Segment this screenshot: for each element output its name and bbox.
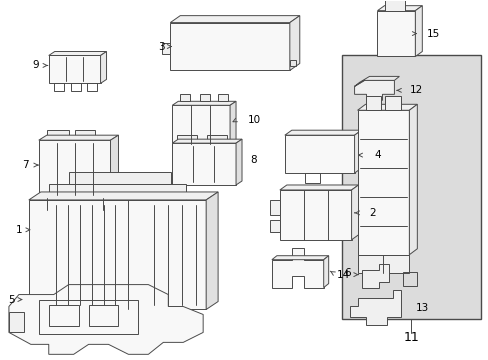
Polygon shape bbox=[408, 104, 416, 255]
Polygon shape bbox=[172, 101, 236, 105]
Polygon shape bbox=[9, 285, 203, 354]
Polygon shape bbox=[29, 192, 218, 200]
Polygon shape bbox=[49, 55, 101, 84]
Polygon shape bbox=[354, 76, 399, 86]
Text: 7: 7 bbox=[22, 160, 29, 170]
Polygon shape bbox=[377, 11, 414, 57]
Polygon shape bbox=[39, 135, 118, 140]
Polygon shape bbox=[49, 184, 186, 200]
Bar bbox=[88, 305, 118, 327]
Polygon shape bbox=[269, 200, 279, 215]
Polygon shape bbox=[236, 139, 242, 185]
Text: 6: 6 bbox=[344, 267, 350, 278]
Polygon shape bbox=[269, 220, 279, 232]
Polygon shape bbox=[162, 42, 170, 54]
Polygon shape bbox=[39, 140, 110, 198]
Polygon shape bbox=[279, 185, 358, 190]
Polygon shape bbox=[172, 143, 236, 185]
Polygon shape bbox=[75, 130, 94, 140]
Polygon shape bbox=[351, 185, 358, 240]
Polygon shape bbox=[285, 130, 361, 135]
Polygon shape bbox=[377, 6, 422, 11]
Polygon shape bbox=[385, 0, 405, 11]
Text: 9: 9 bbox=[32, 60, 39, 71]
Bar bbox=[403, 272, 416, 285]
Text: 11: 11 bbox=[403, 331, 418, 344]
Polygon shape bbox=[365, 96, 381, 110]
Polygon shape bbox=[68, 172, 171, 184]
Polygon shape bbox=[170, 15, 299, 23]
Text: 15: 15 bbox=[427, 28, 440, 39]
Polygon shape bbox=[357, 110, 408, 255]
Polygon shape bbox=[207, 135, 226, 143]
Polygon shape bbox=[170, 23, 289, 71]
Polygon shape bbox=[289, 15, 299, 71]
Polygon shape bbox=[357, 104, 416, 110]
Polygon shape bbox=[101, 51, 106, 84]
Text: 5: 5 bbox=[8, 294, 15, 305]
Polygon shape bbox=[110, 135, 118, 198]
Polygon shape bbox=[354, 130, 361, 173]
Polygon shape bbox=[172, 105, 229, 147]
Polygon shape bbox=[177, 135, 197, 143]
Text: 14: 14 bbox=[336, 270, 349, 280]
Polygon shape bbox=[271, 256, 328, 260]
Polygon shape bbox=[206, 192, 218, 310]
Polygon shape bbox=[271, 248, 323, 288]
Bar bbox=[49, 305, 79, 327]
Polygon shape bbox=[9, 312, 24, 332]
Polygon shape bbox=[218, 94, 227, 101]
Polygon shape bbox=[385, 96, 401, 110]
Text: 4: 4 bbox=[374, 150, 380, 160]
Polygon shape bbox=[200, 94, 210, 101]
Polygon shape bbox=[361, 264, 388, 288]
Text: 8: 8 bbox=[249, 155, 256, 165]
Polygon shape bbox=[285, 135, 354, 173]
Polygon shape bbox=[279, 190, 351, 240]
Text: 3: 3 bbox=[157, 41, 164, 51]
Polygon shape bbox=[47, 130, 68, 140]
Bar bbox=[39, 300, 138, 334]
Polygon shape bbox=[349, 289, 401, 325]
Bar bbox=[341, 55, 480, 319]
Text: 10: 10 bbox=[247, 115, 261, 125]
Polygon shape bbox=[229, 101, 236, 147]
Polygon shape bbox=[414, 6, 422, 57]
Polygon shape bbox=[357, 255, 408, 273]
Polygon shape bbox=[354, 80, 394, 100]
Polygon shape bbox=[49, 51, 106, 55]
Text: 2: 2 bbox=[369, 208, 375, 218]
Text: 12: 12 bbox=[408, 85, 422, 95]
Text: 1: 1 bbox=[16, 225, 23, 235]
Polygon shape bbox=[180, 94, 190, 101]
Polygon shape bbox=[172, 139, 242, 143]
Text: 13: 13 bbox=[414, 302, 427, 312]
Polygon shape bbox=[323, 256, 328, 288]
Polygon shape bbox=[29, 200, 206, 310]
